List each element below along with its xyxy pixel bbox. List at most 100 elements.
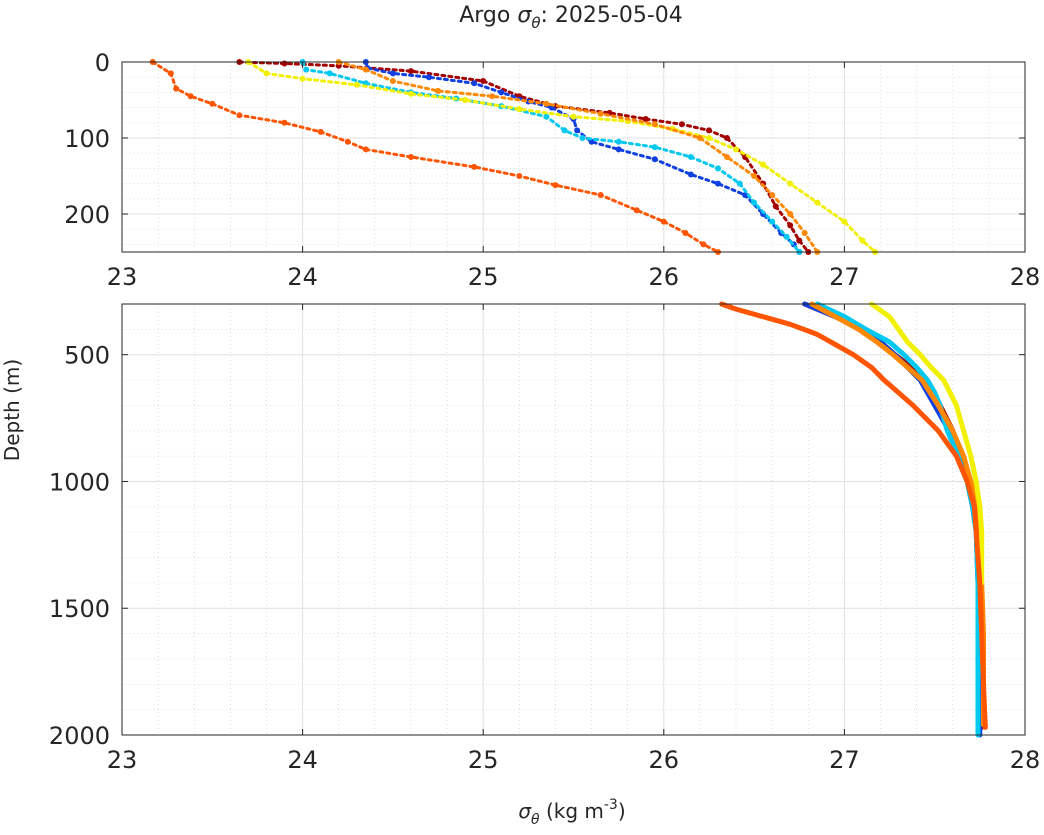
- data-point: [489, 93, 496, 100]
- data-point: [696, 135, 703, 141]
- x-tick-label: 24: [287, 746, 318, 774]
- data-point: [303, 66, 310, 73]
- data-point: [597, 110, 604, 117]
- data-point: [787, 211, 794, 217]
- data-point: [326, 70, 333, 77]
- data-point: [736, 180, 743, 187]
- data-point: [706, 127, 712, 134]
- data-point: [317, 128, 324, 135]
- data-point: [687, 154, 694, 160]
- x-tick-label: 26: [649, 263, 680, 291]
- y-tick-label: 1500: [49, 595, 110, 623]
- series-group: [149, 59, 879, 255]
- data-point: [687, 171, 694, 178]
- data-point: [678, 121, 685, 128]
- data-point: [706, 135, 712, 141]
- plot-area: [122, 304, 1025, 735]
- x-tick-label: 25: [468, 263, 499, 291]
- data-point: [597, 192, 604, 198]
- data-point: [281, 119, 288, 126]
- x-tick-label: 23: [107, 746, 138, 774]
- y-tick-label: 2000: [49, 722, 110, 750]
- y-tick-label: 100: [64, 125, 110, 153]
- data-point: [814, 199, 821, 206]
- data-point: [353, 81, 360, 88]
- series-group: [719, 301, 988, 738]
- y-tick-label: 0: [95, 49, 110, 77]
- data-point: [742, 192, 749, 198]
- y-tick-label: 200: [64, 201, 110, 229]
- series-trace-5: [151, 60, 720, 254]
- data-point: [579, 135, 586, 141]
- data-point: [263, 70, 270, 77]
- data-point: [651, 156, 658, 163]
- x-tick-label: 23: [107, 263, 138, 291]
- series-line-4: [869, 301, 985, 586]
- data-point: [389, 78, 396, 84]
- x-tick-label: 25: [468, 746, 499, 774]
- data-point: [471, 163, 478, 170]
- data-point: [167, 70, 174, 77]
- data-point: [787, 180, 794, 187]
- data-point: [801, 230, 808, 236]
- data-point: [787, 222, 794, 229]
- y-tick-label: 1000: [49, 468, 110, 496]
- data-point: [389, 70, 396, 77]
- data-point: [633, 207, 640, 214]
- data-point: [772, 203, 779, 210]
- data-point: [362, 66, 369, 73]
- data-point: [796, 237, 803, 244]
- data-point: [516, 106, 523, 113]
- data-point: [552, 182, 559, 189]
- data-point: [561, 127, 568, 134]
- data-point: [462, 97, 469, 103]
- data-point: [651, 121, 658, 128]
- data-point: [751, 173, 758, 179]
- axes-frame: [121, 303, 1026, 736]
- axes-frame: [121, 61, 1026, 253]
- data-point: [700, 241, 707, 248]
- x-tick-label: 28: [1010, 746, 1041, 774]
- data-point: [682, 230, 689, 236]
- data-point: [480, 78, 487, 84]
- data-point: [543, 100, 550, 107]
- data-point: [408, 68, 414, 75]
- data-point: [209, 100, 216, 107]
- data-point: [362, 146, 369, 153]
- x-tick-label: 28: [1010, 263, 1041, 291]
- data-point: [173, 85, 180, 92]
- series-trace-0: [237, 60, 810, 254]
- data-point: [516, 173, 523, 179]
- data-point: [435, 87, 441, 94]
- data-point: [408, 154, 414, 160]
- data-point: [769, 192, 776, 198]
- data-point: [615, 146, 622, 153]
- data-point: [660, 218, 667, 225]
- data-point: [642, 116, 649, 122]
- data-point: [281, 60, 288, 67]
- data-point: [344, 138, 351, 145]
- x-tick-label: 24: [287, 263, 318, 291]
- data-point: [299, 75, 306, 82]
- chart-title: Argo σθ: 2025-05-04: [459, 3, 683, 32]
- data-point: [841, 218, 848, 225]
- x-axis-label: σθ (kg m-3): [518, 797, 625, 828]
- data-point: [724, 154, 730, 160]
- data-point: [783, 233, 790, 240]
- data-point: [859, 237, 866, 244]
- plot-area: [122, 62, 1025, 252]
- data-point: [751, 199, 758, 206]
- data-point: [733, 146, 739, 153]
- x-tick-label: 26: [649, 746, 680, 774]
- data-point: [570, 113, 577, 120]
- data-point: [408, 90, 414, 97]
- top-panel: 23 24 25 26 27 28 0 100 200: [64, 49, 1040, 291]
- y-tick-label: 500: [64, 342, 110, 370]
- data-point: [651, 144, 658, 151]
- data-point: [769, 218, 776, 225]
- data-point: [574, 127, 581, 134]
- data-point: [724, 135, 730, 141]
- data-point: [543, 113, 550, 120]
- data-point: [715, 180, 721, 187]
- data-point: [187, 93, 194, 100]
